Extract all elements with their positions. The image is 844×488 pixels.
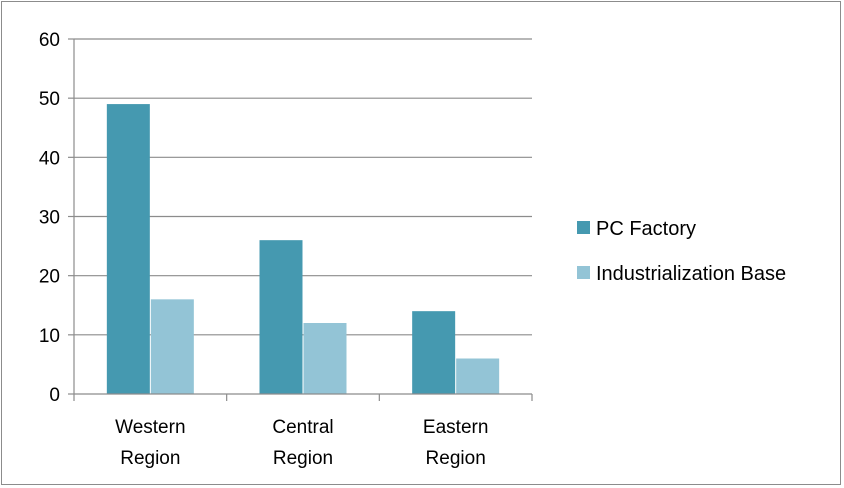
y-tick-label: 40 (39, 148, 60, 169)
y-tick-label: 10 (39, 326, 60, 347)
y-tick-label: 30 (39, 208, 60, 229)
legend-swatch-pc-factory (577, 221, 590, 234)
x-tick-label: Western Region (115, 417, 185, 469)
y-tick-label: 20 (39, 267, 60, 288)
bar-industrialization-base-3 (456, 358, 500, 394)
legend-swatch-industrialization-base (577, 266, 590, 279)
legend-label-pc-factory: PC Factory (596, 218, 696, 240)
bar-industrialization-base-2 (303, 323, 347, 394)
axes (68, 38, 533, 401)
gridlines (74, 38, 532, 336)
bar-pc-factory-2 (259, 240, 303, 394)
bars (106, 104, 500, 394)
bar-pc-factory-3 (412, 311, 456, 394)
bar-industrialization-base-1 (150, 299, 194, 394)
y-tick-label: 0 (49, 385, 60, 406)
legend: PC Factory Industrialization Base (577, 218, 786, 285)
legend-label-industrialization-base: Industrialization Base (596, 263, 786, 285)
bar-pc-factory-1 (106, 104, 150, 394)
y-tick-label: 60 (39, 30, 60, 51)
y-tick-labels: 0 10 20 30 40 50 60 (39, 30, 60, 406)
y-tick-label: 50 (39, 89, 60, 110)
x-tick-labels: Western Region Central Region Eastern Region (115, 417, 488, 469)
x-tick-label: Eastern Region (423, 417, 488, 469)
x-tick-label: Central Region (272, 417, 333, 469)
